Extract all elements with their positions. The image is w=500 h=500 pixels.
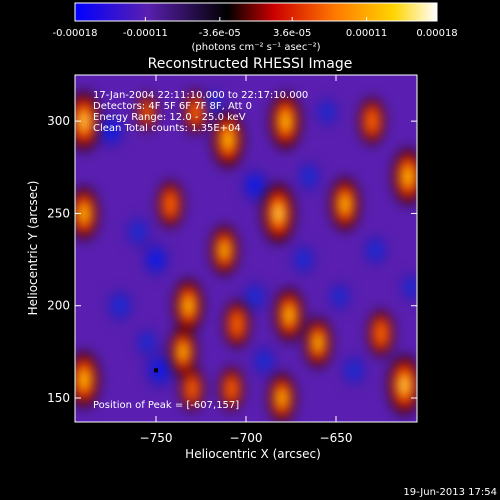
heatmap-blob — [291, 244, 316, 276]
annotation-line: Clean Total counts: 1.35E+04 — [93, 123, 241, 134]
heatmap-blob — [180, 367, 204, 411]
heatmap-blob — [97, 112, 125, 149]
heatmap-blob — [135, 328, 159, 358]
x-tick-label: −700 — [230, 431, 263, 445]
heatmap-blob — [400, 272, 417, 302]
y-axis-label: Heliocentric Y (arcsec) — [26, 181, 40, 316]
heatmap-blob — [341, 354, 367, 386]
heatmap-blob — [145, 351, 175, 390]
heatmap-image — [75, 75, 417, 422]
annotation-line: 17-Jan-2004 22:11:10.000 to 22:17:10.000 — [93, 90, 308, 101]
heatmap-blob — [75, 186, 99, 240]
heatmap-blob — [261, 183, 295, 244]
y-tick-label: 250 — [47, 206, 70, 220]
colorbar-tick-label: -0.00011 — [123, 28, 168, 39]
heatmap-blob — [219, 367, 244, 411]
heatmap-blob — [125, 216, 151, 248]
heatmap-blob — [157, 180, 184, 228]
heatmap-blob — [169, 327, 197, 377]
chart-title: Reconstructed RHESSI Image — [148, 56, 353, 72]
annotation-line: Energy Range: 12.0 - 25.0 keV — [93, 112, 246, 123]
colorbar-tick-label: -0.00018 — [53, 28, 98, 39]
heatmap-blob — [242, 281, 268, 312]
heatmap-blob — [136, 93, 158, 131]
heatmap-blob — [210, 225, 239, 276]
x-tick-label: −750 — [140, 431, 173, 445]
heatmap-blob — [363, 234, 388, 266]
colorbar-unit-label: (photons cm⁻² s⁻¹ asec⁻²) — [191, 42, 320, 53]
annotation-line: Detectors: 4F 5F 6F 7F 8F, Att 0 — [93, 101, 252, 112]
colorbar-tick-label: 0.00018 — [416, 28, 457, 39]
heatmap-blob — [274, 288, 304, 342]
peak-position-label: Position of Peak = [-607,157] — [93, 400, 239, 411]
heatmap-blob — [387, 355, 417, 415]
heatmap-blob — [183, 90, 208, 134]
heatmap-blob — [330, 177, 360, 231]
heatmap-blob — [270, 93, 302, 150]
heatmap-blob — [315, 97, 339, 127]
y-tick-label: 200 — [47, 299, 70, 313]
heatmap-blob — [359, 97, 385, 145]
x-axis-label: Heliocentric X (arcsec) — [185, 447, 321, 461]
heatmap-blob — [203, 89, 224, 117]
heatmap-blob — [268, 373, 296, 422]
heatmap-blob — [173, 279, 204, 333]
colorbar-gradient — [75, 3, 437, 21]
heatmap-blob — [304, 317, 332, 368]
heatmap-blob — [241, 168, 269, 204]
heatmap-blob — [296, 161, 322, 192]
heatmap-blob — [224, 300, 250, 348]
heatmap-blob — [75, 91, 101, 151]
heatmap-blob — [392, 148, 417, 205]
heatmap-blob — [368, 310, 394, 357]
heatmap-blob — [328, 282, 351, 311]
heatmap-blob — [251, 345, 277, 377]
x-tick-label: −650 — [320, 431, 353, 445]
heatmap-blob — [142, 241, 170, 278]
colorbar-frame — [74, 2, 438, 22]
heatmap-blob — [212, 111, 244, 168]
colorbar: -0.00018 -0.00011 -3.6e-05 3.6e-05 0.00011 0.… — [53, 2, 458, 53]
heatmap-blob — [107, 289, 133, 323]
colorbar-tick-label: 3.6e-05 — [273, 28, 311, 39]
y-tick-label: 300 — [47, 114, 70, 128]
colorbar-tick-label: -3.6e-05 — [199, 28, 241, 39]
peak-marker — [154, 368, 158, 373]
footer-timestamp: 19-Jun-2013 17:54 — [403, 487, 497, 498]
annotation-block: 17-Jan-2004 22:11:10.000 to 22:17:10.000… — [93, 90, 308, 134]
heatmap-blob — [75, 351, 100, 408]
colorbar-tick-label: 0.00011 — [346, 28, 387, 39]
y-tick-label: 150 — [47, 391, 70, 405]
